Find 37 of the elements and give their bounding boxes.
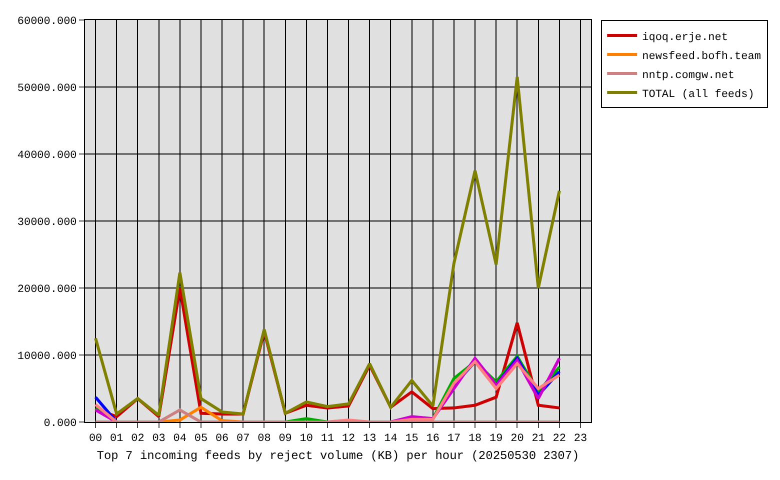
x-tick-label: 19 [490,433,503,446]
x-tick-label: 14 [384,433,398,446]
x-tick-label: 04 [173,433,187,446]
x-tick-label: 12 [342,433,356,446]
x-tick-label: 11 [320,433,334,446]
x-tick-label: 05 [194,433,208,446]
legend-label: TOTAL (all feeds) [642,88,754,101]
y-tick-label: 30000.000 [17,216,77,229]
x-tick-label: 20 [510,433,524,446]
x-tick-label: 22 [552,433,566,446]
y-tick-label: 60000.000 [17,16,77,28]
y-tick-label: 40000.000 [17,150,77,162]
x-tick-label: 10 [300,433,313,446]
y-tick-label: 20000.000 [17,284,77,296]
x-tick-label: 15 [405,433,418,446]
legend-label: iqoq.erje.net [642,32,728,44]
x-tick-label: 00 [88,433,102,446]
x-tick-label: 07 [236,433,250,446]
x-tick-label: 03 [152,433,166,446]
x-tick-label: 09 [278,433,292,446]
line-series [94,75,561,417]
x-tick-label: 21 [532,433,546,446]
x-tick-label: 08 [258,433,271,446]
x-tick-label: 06 [215,433,229,446]
legend-label: nntp.comgw.net [642,70,735,82]
x-tick-label: 01 [110,433,124,446]
x-tick-label: 02 [131,433,144,446]
x-tick-label: 16 [426,433,440,446]
x-tick-label: 23 [574,433,588,446]
y-tick-label: 0.000 [44,418,77,430]
x-tick-label: 13 [363,433,376,446]
x-tick-label: 18 [468,433,482,446]
x-tick-label: 17 [447,433,461,446]
legend-label: newsfeed.bofh.team [642,50,762,63]
x-axis-title: Top 7 incoming feeds by reject volume (KB) per hour (20250530 2307) [96,449,580,464]
y-tick-label: 10000.000 [17,350,77,363]
y-tick-label: 50000.000 [17,82,77,95]
